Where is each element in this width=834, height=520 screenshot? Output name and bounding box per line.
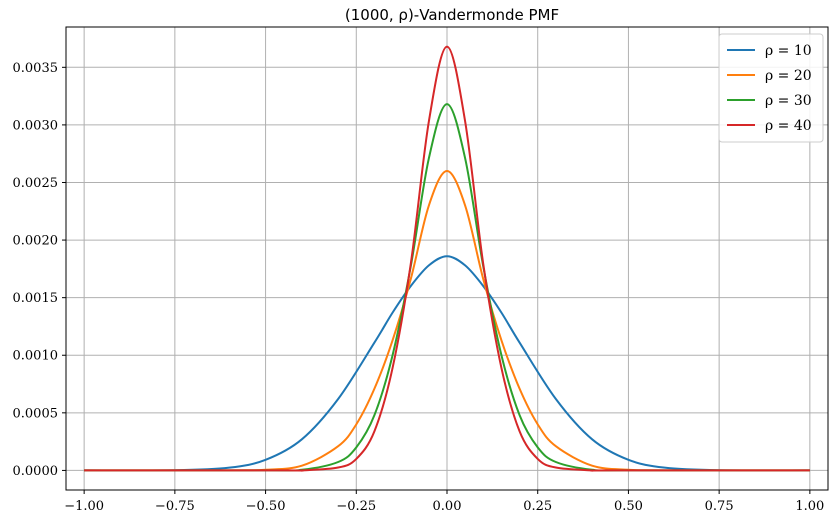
y-tick-label: 0.0015	[13, 291, 59, 306]
x-tick-label: −0.25	[336, 499, 376, 514]
legend: ρ = 10 ρ = 20 ρ = 30 ρ = 40	[718, 33, 824, 143]
y-tick-label: 0.0025	[13, 176, 59, 191]
legend-label: ρ = 40	[765, 118, 812, 134]
series-lines	[84, 45, 810, 472]
x-tick-label: −1.00	[64, 499, 104, 514]
series-line-3	[84, 103, 810, 472]
chart-title: (1000, ρ)-Vandermonde PMF	[345, 6, 559, 24]
y-tick-label: 0.0020	[13, 234, 59, 249]
x-tick-label: −0.75	[155, 499, 195, 514]
x-tick-label: 0.00	[433, 499, 462, 514]
tick-labels: −1.00 −0.75 −0.50 −0.25 0.00 0.25 0.50 0.75 1.00…	[13, 61, 825, 514]
y-tick-label: 0.0030	[13, 118, 59, 133]
y-tick-label: 0.0000	[13, 464, 59, 479]
series-line-2	[84, 169, 810, 472]
legend-box	[718, 33, 824, 143]
legend-label: ρ = 30	[765, 93, 812, 109]
x-tick-label: 0.75	[705, 499, 734, 514]
x-tick-label: 0.25	[523, 499, 552, 514]
x-tick-label: −0.50	[246, 499, 286, 514]
y-tick-label: 0.0035	[13, 61, 59, 76]
series-line-4	[84, 45, 810, 472]
legend-label: ρ = 10	[765, 43, 812, 59]
x-tick-label: 1.00	[795, 499, 824, 514]
y-tick-label: 0.0005	[13, 406, 59, 421]
y-tick-label: 0.0010	[13, 349, 59, 364]
series-line-1	[84, 255, 810, 472]
x-tick-label: 0.50	[614, 499, 643, 514]
grid	[66, 27, 828, 490]
legend-label: ρ = 20	[765, 68, 812, 84]
